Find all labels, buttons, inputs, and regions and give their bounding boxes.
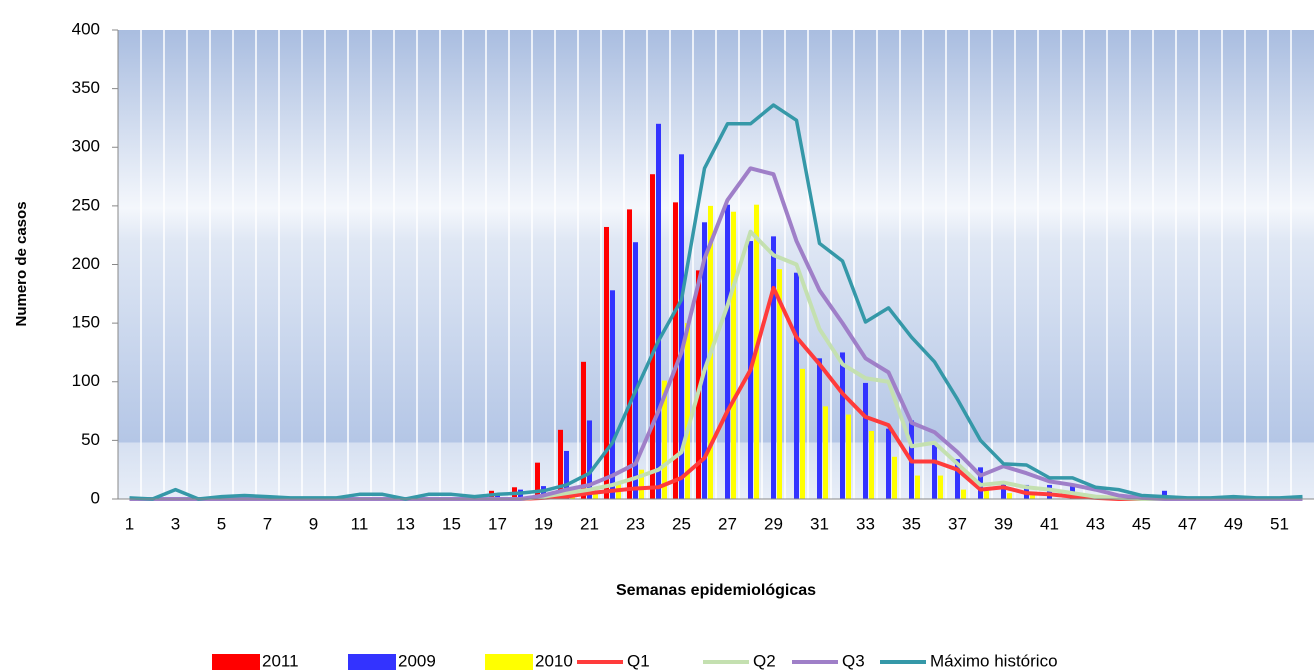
bar xyxy=(662,380,667,499)
bar xyxy=(1047,484,1052,499)
bar xyxy=(673,202,678,500)
x-tick-label: 49 xyxy=(1224,514,1243,533)
x-tick-label: 23 xyxy=(626,514,645,533)
legend-swatch xyxy=(348,654,396,670)
x-axis-title: Semanas epidemiológicas xyxy=(616,582,816,599)
x-tick-label: 5 xyxy=(217,514,226,533)
x-tick-label: 39 xyxy=(994,514,1013,533)
bar xyxy=(794,272,799,499)
x-tick-label: 9 xyxy=(309,514,318,533)
bar xyxy=(892,456,897,499)
legend-label: Máximo histórico xyxy=(930,651,1058,670)
x-tick-label: 45 xyxy=(1132,514,1151,533)
x-tick-label: 33 xyxy=(856,514,875,533)
x-tick-label: 21 xyxy=(580,514,599,533)
bar xyxy=(587,420,592,499)
bar xyxy=(823,406,828,499)
y-tick-label: 300 xyxy=(72,137,100,156)
legend-swatch xyxy=(485,654,533,670)
bar xyxy=(955,459,960,499)
bar xyxy=(558,429,563,499)
bar xyxy=(932,443,937,499)
bar xyxy=(679,154,684,499)
y-tick-label: 0 xyxy=(91,488,100,507)
bar xyxy=(685,323,690,499)
bar xyxy=(725,204,730,499)
bar xyxy=(564,450,569,499)
bar xyxy=(869,430,874,499)
bar xyxy=(863,382,868,499)
x-tick-label: 1 xyxy=(125,514,134,533)
legend-label: 2010 xyxy=(535,651,573,670)
y-tick-label: 50 xyxy=(81,430,100,449)
x-tick-label: 17 xyxy=(488,514,507,533)
legend-label: 2009 xyxy=(398,651,436,670)
x-tick-label: 29 xyxy=(764,514,783,533)
x-tick-label: 35 xyxy=(902,514,921,533)
legend-label: Q3 xyxy=(842,651,865,670)
y-tick-label: 250 xyxy=(72,195,100,214)
y-tick-label: 400 xyxy=(72,19,100,38)
y-tick-label: 350 xyxy=(72,78,100,97)
x-tick-label: 15 xyxy=(442,514,461,533)
x-tick-label: 51 xyxy=(1270,514,1289,533)
bar xyxy=(633,242,638,499)
bar xyxy=(1007,493,1012,499)
y-tick-label: 100 xyxy=(72,371,100,390)
x-tick-label: 41 xyxy=(1040,514,1059,533)
y-tick-label: 150 xyxy=(72,313,100,332)
bar xyxy=(627,209,632,499)
bar xyxy=(1030,495,1035,499)
x-tick-label: 19 xyxy=(534,514,553,533)
y-tick-label: 200 xyxy=(72,254,100,273)
x-tick-label: 25 xyxy=(672,514,691,533)
legend-label: 2011 xyxy=(262,651,299,670)
bar xyxy=(731,211,736,500)
y-axis-title: Numero de casos xyxy=(13,201,30,326)
legend-swatch xyxy=(212,654,260,670)
x-tick-label: 13 xyxy=(396,514,415,533)
bar xyxy=(938,475,943,499)
bar xyxy=(961,489,966,499)
bar xyxy=(639,469,644,499)
bar xyxy=(1162,490,1167,499)
line xyxy=(129,103,1303,501)
bar xyxy=(604,226,609,500)
bar xyxy=(1001,481,1006,499)
bar xyxy=(984,490,989,499)
bar xyxy=(777,269,782,499)
bar xyxy=(702,222,707,500)
x-tick-label: 27 xyxy=(718,514,737,533)
x-tick-label: 47 xyxy=(1178,514,1197,533)
bar xyxy=(581,361,586,499)
bar xyxy=(656,123,661,500)
bar xyxy=(846,414,851,499)
x-tick-label: 3 xyxy=(171,514,180,533)
bar xyxy=(535,462,540,499)
x-tick-label: 11 xyxy=(351,514,369,533)
bar xyxy=(886,428,891,499)
legend-label: Q2 xyxy=(753,651,776,670)
bar xyxy=(593,493,598,499)
x-tick-label: 43 xyxy=(1086,514,1105,533)
bar xyxy=(771,236,776,500)
bar xyxy=(840,352,845,499)
bar xyxy=(817,358,822,499)
bar xyxy=(800,368,805,499)
bar xyxy=(650,174,655,499)
x-tick-label: 37 xyxy=(948,514,967,533)
legend-label: Q1 xyxy=(627,651,650,670)
x-tick-label: 7 xyxy=(263,514,272,533)
bar xyxy=(915,475,920,499)
x-tick-label: 31 xyxy=(810,514,829,533)
bar xyxy=(610,290,615,499)
